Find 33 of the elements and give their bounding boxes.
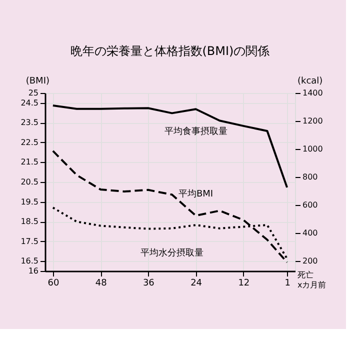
x-tick-label: 1 — [284, 278, 290, 288]
y-tick-label: 25 — [28, 88, 38, 98]
y-axis-title: (BMI) — [26, 76, 50, 86]
y-tick-label: 21.5 — [20, 158, 38, 167]
x-axis-title: 死亡 xカ月前 — [298, 270, 326, 290]
y-tick-label: 23.5 — [20, 118, 38, 128]
line-series — [52, 104, 288, 188]
y2-tick-label: 600 — [302, 200, 318, 210]
y-tick-label: 20.5 — [20, 178, 38, 186]
y2-axis-title: (kcal) — [298, 76, 323, 86]
y-tick-label: 19.5 — [20, 197, 38, 206]
y2-tick-label: 200 — [302, 256, 318, 266]
text: 平均水分摂取量 — [140, 247, 204, 258]
y-tick-label: 18.5 — [20, 217, 38, 226]
chart-title: 晩年の栄養量と体格指数(BMI)の関係 — [70, 44, 270, 58]
y2-tick-label: 800 — [302, 172, 318, 182]
x-tick-label: 24 — [190, 278, 202, 288]
y-tick-label: 24.5 — [20, 98, 38, 108]
y-tick-label: 22.5 — [20, 138, 38, 147]
x-tick-label: 48 — [95, 278, 108, 288]
y-tick-label: 17.5 — [20, 236, 38, 246]
y2-tick-label: 1400 — [302, 88, 323, 98]
y2-tick-label: 400 — [302, 228, 318, 238]
y-tick-label: 16 — [28, 266, 38, 276]
line-series — [52, 150, 288, 264]
y2-tick-label: 1000 — [302, 144, 323, 154]
y-tick-label: 16.5 — [20, 256, 38, 266]
x-tick-label: 60 — [48, 278, 60, 288]
y2-tick-label: 1200 — [302, 116, 323, 126]
series-label: 平均BMI — [178, 188, 214, 200]
x-tick-label: 12 — [238, 278, 250, 288]
x-tick-label: 36 — [142, 278, 155, 288]
series-label: 平均食事摂取量 — [164, 126, 228, 138]
